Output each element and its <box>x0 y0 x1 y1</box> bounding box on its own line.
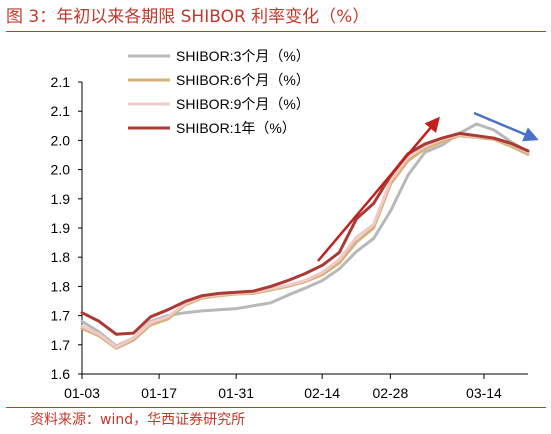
x-axis-ticks: 01-03 01-17 01-31 02-14 02-28 03-14 <box>64 374 502 401</box>
y-tick-label: 1.9 <box>51 191 71 207</box>
y-tick-label: 1.8 <box>51 249 71 265</box>
y-tick-label: 2.1 <box>51 74 71 90</box>
x-tick-label: 02-28 <box>372 385 408 401</box>
source-divider <box>6 407 546 408</box>
y-tick-label: 1.9 <box>51 220 71 236</box>
legend-label-3: SHIBOR:9个月（%） <box>176 96 310 112</box>
y-tick-label: 2.0 <box>51 132 71 148</box>
legend-label-2: SHIBOR:6个月（%） <box>176 72 310 88</box>
y-tick-label: 1.7 <box>51 337 71 353</box>
legend: SHIBOR:3个月（%） SHIBOR:6个月（%） SHIBOR:9个月（%） S… <box>128 48 310 136</box>
falling-trend-arrow <box>473 111 539 142</box>
series-lines <box>80 122 530 350</box>
trend-arrows <box>317 111 539 262</box>
axes <box>81 82 528 375</box>
source-note: 资料来源：wind，华西证券研究所 <box>30 412 246 428</box>
y-axis-ticks: 1.6 1.7 1.7 1.8 1.8 1.9 1.9 2.0 2.0 2.1 2.1 <box>51 74 82 382</box>
y-tick-label: 2.0 <box>51 162 71 178</box>
series-line-4 <box>80 131 530 336</box>
y-tick-label: 2.1 <box>51 103 71 119</box>
x-tick-label: 01-31 <box>218 385 254 401</box>
y-tick-label: 1.6 <box>51 366 71 382</box>
rising-trend-arrow <box>317 116 440 262</box>
series-line-3 <box>80 133 530 349</box>
y-tick-label: 1.7 <box>51 308 71 324</box>
y-tick-label: 1.8 <box>51 278 71 294</box>
title-divider <box>6 31 546 32</box>
x-tick-label: 01-17 <box>141 385 177 401</box>
chart-title: 图 3：年初以来各期限 SHIBOR 利率变化（%） <box>6 7 370 27</box>
legend-label-1: SHIBOR:3个月（%） <box>176 48 310 64</box>
x-tick-label: 02-14 <box>304 385 340 401</box>
legend-label-4: SHIBOR:1年（%） <box>176 120 296 136</box>
x-tick-label: 01-03 <box>64 385 100 401</box>
series-line-1 <box>80 122 530 348</box>
x-tick-label: 03-14 <box>466 385 502 401</box>
